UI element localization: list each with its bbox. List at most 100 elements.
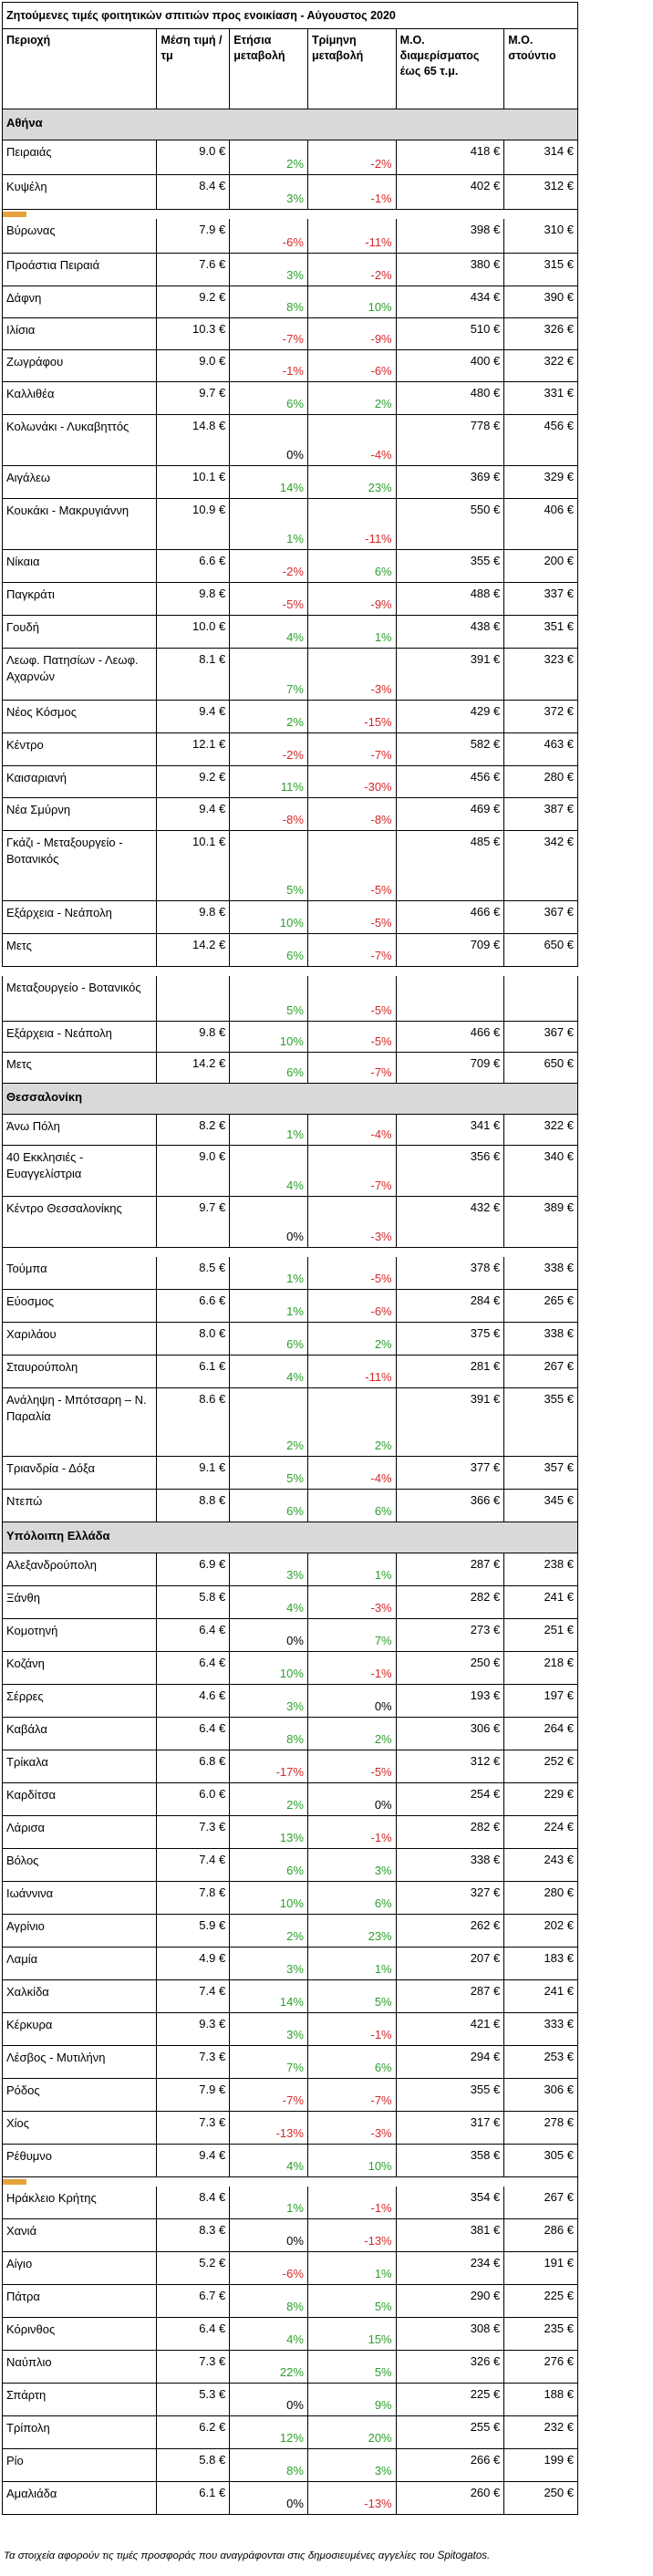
area-cell: Ιλίσια [3,318,158,349]
studio-avg-cell: 252 € [544,1754,574,1768]
quarterly-change-cell: -7% [308,1053,397,1083]
table-row: Χαλκίδα 7.4 €14% 5% 287 € 241 € [2,1980,578,2013]
yearly-change-cell: -7% [230,318,308,349]
price-cell: 5.8 € [157,2449,231,2481]
table-row: Κολωνάκι - Λυκαβηττός 14.8 €0% -4% 778 € 456… [2,415,578,466]
studio-avg-cell: 357 € [544,1460,574,1474]
highlight-mark [3,2179,26,2185]
yearly-change-cell: 11% [230,766,308,797]
price-cell: 5.3 € [157,2384,231,2415]
price-cell: 10.0 € [157,616,231,648]
studio-avg-cell: 372 € [544,704,574,718]
yearly-change-cell: -2% [230,550,308,582]
yearly-change-cell: 4% [230,2145,308,2176]
table-row: Χίος 7.3 € -13% -3% 317 € 278 € [2,2112,578,2145]
yearly-change-cell: 14% [230,1980,308,2012]
table-row: Πάτρα 6.7 €8% 5% 290 € 225 € [2,2285,578,2318]
table-row: Γκάζι - Μεταξουργείο - Βοτανικός 10.1 €5%… [2,831,578,901]
price-cell: 7.4 € [157,1980,231,2012]
quarterly-change-cell: 10% [308,2145,397,2176]
area-cell: Μετς [3,934,158,966]
quarterly-change-cell: -11% [308,499,397,549]
yearly-change-cell: 1% [230,1115,308,1145]
quarterly-change-cell: -4% [308,415,397,465]
quarterly-change-cell: 2% [308,382,397,414]
area-cell: Μετς [3,1053,158,1083]
studio-avg-cell: 267 € [544,1359,574,1373]
yearly-change-cell: 12% [230,2416,308,2448]
apartment-avg-cell: 778 € [397,415,505,465]
table-row: Ρέθυμνο 9.4 €4% 10% 358 € 305 € [2,2145,578,2177]
quarterly-change-cell: -13% [308,2219,397,2251]
apartment-avg-cell: 287 € [397,1553,505,1585]
yearly-change-cell: -5% [230,583,308,615]
yearly-change-cell: 3% [230,1553,308,1585]
yearly-change-cell: 4% [230,1146,308,1196]
table-row: Ρίο 5.8 €8% 3% 266 € 199 € [2,2449,578,2482]
area-cell: Σπάρτη [3,2384,158,2415]
area-cell: Σέρρες [3,1685,158,1717]
studio-avg-cell: 202 € [544,1918,574,1932]
apartment-avg-cell [397,976,505,1021]
apartment-avg-cell: 234 € [397,2252,505,2284]
apartment-avg-cell: 358 € [397,2145,505,2176]
header-apartment-avg: Μ.Ο. διαμερίσματος έως 65 τ.μ. [397,29,505,109]
quarterly-change-cell: 1% [308,1553,397,1585]
quarterly-change-cell: 23% [308,466,397,498]
yearly-change-cell: 10% [230,1652,308,1684]
studio-avg-cell: 305 € [544,2148,574,2162]
apartment-avg-cell: 400 € [397,350,505,381]
table-row: Χανιά 8.3 €0% -13% 381 € 286 € [2,2219,578,2252]
apartment-avg-cell: 550 € [397,499,505,549]
studio-avg-cell: 333 € [544,2017,574,2031]
quarterly-change-cell: -11% [308,219,397,253]
quarterly-change-cell: -2% [308,254,397,286]
table-row: Μεταξουργείο - Βοτανικός 5% -5% [2,976,578,1022]
area-cell: Τρίπολη [3,2416,158,2448]
apartment-avg-cell: 366 € [397,1490,505,1522]
yearly-change-cell: 3% [230,2013,308,2045]
area-cell: Λέσβος - Μυτιλήνη [3,2046,158,2078]
table-row: Ναύπλιο 7.3 €22% 5% 326 € 276 € [2,2351,578,2384]
yearly-change-cell: 14% [230,466,308,498]
quarterly-change-cell: -9% [308,318,397,349]
yearly-change-cell: 1% [230,2186,308,2218]
area-cell: Κέντρο Θεσσαλονίκης [3,1197,158,1247]
area-cell: Καρδίτσα [3,1783,158,1815]
quarterly-change-cell: 5% [308,1980,397,2012]
yearly-change-cell: 8% [230,1718,308,1750]
quarterly-change-cell: -13% [308,2482,397,2514]
apartment-avg-cell: 429 € [397,701,505,732]
quarterly-change-cell: 2% [308,1388,397,1456]
area-cell: Πάτρα [3,2285,158,2317]
table-row: Αίγιο 5.2 € -6% 1% 234 € 191 € [2,2252,578,2285]
quarterly-change-cell: 5% [308,2351,397,2383]
studio-avg-cell: 337 € [544,587,574,600]
area-cell: Αγρίνιο [3,1915,158,1947]
studio-avg-cell: 241 € [544,1590,574,1604]
area-cell: Προάστια Πειραιά [3,254,158,286]
studio-avg-cell: 456 € [544,419,574,432]
rent-table: Ζητούμενες τιμές φοιτητικών σπιτιών προς… [2,2,578,2515]
table-row: 40 Εκκλησιές - Ευαγγελίστρια 9.0 €4% -7% 35… [2,1146,578,1197]
yearly-change-cell: 10% [230,1022,308,1052]
quarterly-change-cell: -6% [308,1290,397,1322]
yearly-change-cell: 0% [230,2219,308,2251]
studio-avg-cell: 338 € [544,1326,574,1340]
area-cell: Κολωνάκι - Λυκαβηττός [3,415,158,465]
price-cell: 6.8 € [157,1750,231,1782]
apartment-avg-cell: 355 € [397,550,505,582]
apartment-avg-cell: 355 € [397,2079,505,2111]
table-row: Λέσβος - Μυτιλήνη 7.3 €7% 6% 294 € 253 € [2,2046,578,2079]
area-cell: Ιωάννινα [3,1882,158,1914]
yearly-change-cell: -1% [230,350,308,381]
price-cell: 9.7 € [157,382,231,414]
table-row: Κομοτηνή 6.4 €0% 7% 273 € 251 € [2,1619,578,1652]
price-cell: 7.3 € [157,1816,231,1848]
quarterly-change-cell: -30% [308,766,397,797]
header-studio-avg: Μ.Ο. στούντιο [508,34,556,62]
yearly-change-cell: -13% [230,2112,308,2144]
studio-avg-cell: 322 € [544,1118,574,1132]
quarterly-change-cell: 6% [308,1882,397,1914]
header-price-per-sqm: Μέση τιμή / τμ [157,29,231,109]
